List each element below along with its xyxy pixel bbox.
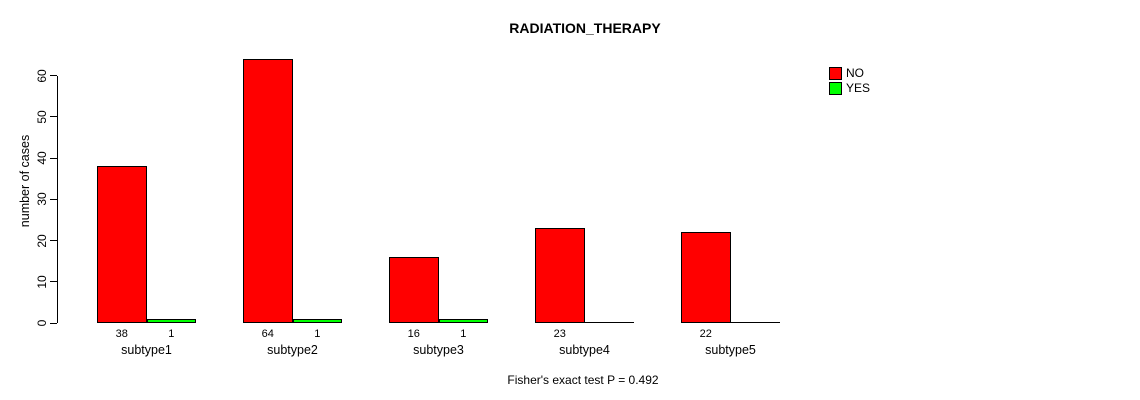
y-tick-mark xyxy=(50,281,57,283)
y-tick-mark xyxy=(50,198,57,200)
bar-yes-subtype4-zero xyxy=(584,322,634,323)
category-label-subtype2: subtype2 xyxy=(267,343,318,357)
legend-label-no: NO xyxy=(846,65,864,80)
legend-swatch-yes-icon xyxy=(829,81,842,95)
category-label-subtype5: subtype5 xyxy=(705,343,756,357)
legend-item-no: NO xyxy=(829,66,870,80)
bar-yes-subtype3 xyxy=(438,318,488,323)
footer-caption: Fisher's exact test P = 0.492 xyxy=(507,373,659,387)
bar-yes-subtype2 xyxy=(292,318,342,323)
legend: NO YES xyxy=(829,66,870,95)
y-tick-label: 10 xyxy=(35,275,49,289)
bar-no-subtype1 xyxy=(97,166,147,323)
bar-no-subtype3 xyxy=(389,257,439,323)
bar-no-subtype4 xyxy=(535,228,585,323)
category-label-subtype3: subtype3 xyxy=(413,343,464,357)
y-tick-mark xyxy=(50,157,57,159)
y-tick-label: 50 xyxy=(35,110,49,124)
y-tick-mark xyxy=(50,240,57,242)
legend-item-yes: YES xyxy=(829,81,870,95)
y-tick-label: 20 xyxy=(35,233,49,248)
category-label-subtype1: subtype1 xyxy=(121,343,172,357)
y-tick-label: 60 xyxy=(35,68,49,83)
chart-title: RADIATION_THERAPY xyxy=(509,20,661,36)
y-tick-mark xyxy=(50,75,57,77)
bar-yes-subtype1 xyxy=(146,318,196,323)
value-label-no-subtype2: 64 xyxy=(261,327,274,340)
value-label-yes-subtype1: 1 xyxy=(168,327,175,340)
y-tick-label: 0 xyxy=(35,319,49,327)
value-label-no-subtype3: 16 xyxy=(407,327,420,340)
value-label-yes-subtype3: 1 xyxy=(460,327,467,340)
bar-yes-subtype5-zero xyxy=(730,322,780,323)
value-label-yes-subtype2: 1 xyxy=(314,327,321,340)
bar-no-subtype5 xyxy=(681,232,731,323)
value-label-no-subtype4: 23 xyxy=(553,327,566,340)
bar-no-subtype2 xyxy=(243,59,293,323)
y-tick-label: 40 xyxy=(35,151,49,165)
y-tick-mark xyxy=(50,116,57,118)
y-tick-mark xyxy=(50,322,57,324)
legend-label-yes: YES xyxy=(846,80,871,95)
category-label-subtype4: subtype4 xyxy=(559,343,610,357)
y-tick-label: 30 xyxy=(35,192,49,206)
y-axis-line xyxy=(57,75,58,323)
value-label-no-subtype1: 38 xyxy=(115,327,128,340)
value-label-no-subtype5: 22 xyxy=(699,327,712,340)
legend-swatch-no-icon xyxy=(829,66,842,80)
